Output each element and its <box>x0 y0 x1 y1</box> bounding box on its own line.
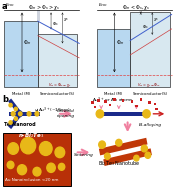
Polygon shape <box>99 138 147 155</box>
Circle shape <box>143 110 150 118</box>
Circle shape <box>14 107 17 111</box>
Bar <box>109 104 111 106</box>
Bar <box>130 12 170 87</box>
Text: b: b <box>2 94 8 104</box>
Text: $\Phi_m$: $\Phi_m$ <box>116 38 125 47</box>
Circle shape <box>33 167 41 176</box>
Text: Metal (M): Metal (M) <box>104 92 123 96</box>
Text: $E_{vac}$: $E_{vac}$ <box>98 1 107 9</box>
Circle shape <box>47 163 55 172</box>
Text: $\Phi_s$: $\Phi_s$ <box>142 23 148 31</box>
Bar <box>113 98 115 101</box>
Circle shape <box>55 147 65 158</box>
Text: Au$^{3+}$ or Au atoms: Au$^{3+}$ or Au atoms <box>92 95 134 105</box>
Text: $E_{vac}$: $E_{vac}$ <box>5 1 15 9</box>
Text: Bi$_2$Te$_3$ Nanotube: Bi$_2$Te$_3$ Nanotube <box>98 159 140 168</box>
Text: $\Phi_m > \Phi_s > \chi_s$: $\Phi_m > \Phi_s > \chi_s$ <box>28 3 60 12</box>
Circle shape <box>96 110 103 118</box>
Circle shape <box>11 112 15 116</box>
Text: Au Nanoinclusion <20 nm: Au Nanoinclusion <20 nm <box>5 178 59 182</box>
Bar <box>91 101 94 104</box>
Circle shape <box>116 139 122 146</box>
Bar <box>37 10 40 21</box>
Text: Semiconductor(S): Semiconductor(S) <box>40 92 75 96</box>
Circle shape <box>14 117 17 120</box>
Circle shape <box>18 112 22 116</box>
Text: $\Phi_s$: $\Phi_s$ <box>52 20 59 28</box>
Circle shape <box>134 155 139 161</box>
Circle shape <box>9 121 12 124</box>
Polygon shape <box>99 112 147 116</box>
Circle shape <box>105 153 110 159</box>
Bar <box>149 101 151 104</box>
Polygon shape <box>9 112 40 116</box>
Circle shape <box>145 152 151 158</box>
Text: Sintering: Sintering <box>74 153 93 157</box>
Text: Ostwald
ripening: Ostwald ripening <box>57 109 75 118</box>
Bar <box>98 99 100 101</box>
Bar <box>4 21 38 87</box>
Circle shape <box>17 165 27 175</box>
Text: $\Phi_m$: $\Phi_m$ <box>23 38 32 47</box>
Polygon shape <box>103 148 152 166</box>
Bar <box>122 99 124 101</box>
Circle shape <box>7 161 14 169</box>
Bar <box>97 29 130 87</box>
Text: $\chi_s$: $\chi_s$ <box>63 16 69 23</box>
Circle shape <box>58 163 65 170</box>
Circle shape <box>99 141 105 148</box>
Bar <box>105 100 107 103</box>
Bar <box>94 106 96 108</box>
Bar <box>38 34 77 87</box>
Circle shape <box>21 137 36 154</box>
Text: $V_{bi}=\chi_s-\Phi_m$: $V_{bi}=\chi_s-\Phi_m$ <box>137 81 161 89</box>
Bar <box>131 100 133 103</box>
Text: $\Phi_m < \Phi_s, \chi_s$: $\Phi_m < \Phi_s, \chi_s$ <box>122 3 150 12</box>
Bar <box>140 98 142 101</box>
Circle shape <box>27 112 31 116</box>
Text: n-Bi$_2$Te$_3$: n-Bi$_2$Te$_3$ <box>18 131 44 140</box>
Circle shape <box>8 143 18 154</box>
Text: $\chi_s$: $\chi_s$ <box>153 16 159 23</box>
Bar <box>135 105 138 107</box>
Polygon shape <box>8 98 24 118</box>
Bar <box>154 103 156 105</box>
Bar <box>3 133 71 186</box>
Text: Bi-alloying: Bi-alloying <box>139 123 162 127</box>
Circle shape <box>39 142 52 156</box>
Text: a: a <box>2 2 7 11</box>
Bar <box>156 108 158 110</box>
Text: $V_{bi}=\Phi_m-\chi_s$: $V_{bi}=\Phi_m-\chi_s$ <box>48 81 72 89</box>
Text: Semiconductor(S): Semiconductor(S) <box>132 92 168 96</box>
Circle shape <box>141 145 147 152</box>
Circle shape <box>9 103 12 107</box>
Text: Au$^{3+}$(~10nm): Au$^{3+}$(~10nm) <box>38 106 71 115</box>
Text: Metal (M): Metal (M) <box>12 92 30 96</box>
Text: Te Nanorod: Te Nanorod <box>4 122 36 126</box>
Circle shape <box>35 112 39 116</box>
Polygon shape <box>8 110 24 129</box>
